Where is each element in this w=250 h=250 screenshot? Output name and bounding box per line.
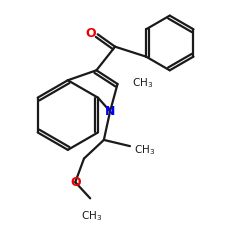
Text: CH$_3$: CH$_3$ [132, 76, 154, 90]
Text: O: O [70, 176, 80, 189]
Text: CH$_3$: CH$_3$ [81, 210, 102, 223]
Text: CH$_3$: CH$_3$ [134, 143, 155, 157]
Text: O: O [86, 27, 96, 40]
Text: N: N [105, 105, 115, 118]
